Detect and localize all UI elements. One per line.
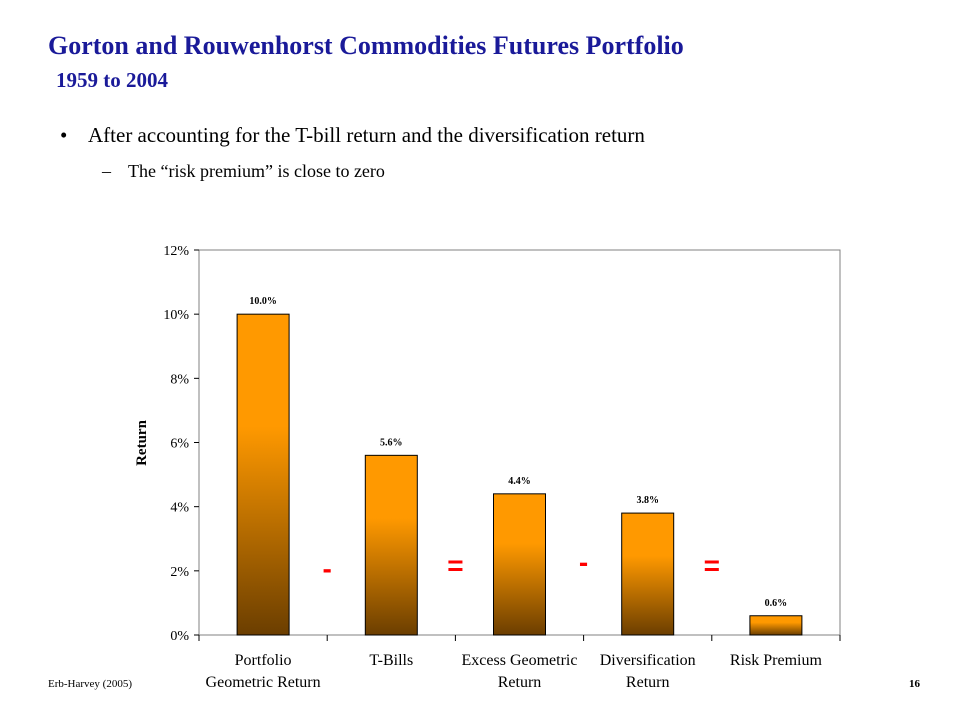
category-label: Portfolio	[235, 652, 292, 669]
y-tick-label: 12%	[163, 244, 189, 259]
sub-bullet-text: The “risk premium” is close to zero	[128, 161, 385, 181]
sub-bullet-symbol: –	[102, 161, 111, 181]
x-axis: Portfolio Geometric Return T-Bills Excess G…	[198, 635, 841, 691]
footer-source: Erb-Harvey (2005)	[48, 678, 132, 690]
data-label: 5.6%	[380, 437, 403, 448]
data-label: 0.6%	[765, 598, 788, 609]
operator-symbol: =	[704, 550, 720, 581]
bullet-symbol: •	[60, 123, 68, 147]
operators: - = - =	[323, 547, 720, 584]
y-tick-label: 4%	[170, 501, 189, 516]
bar	[493, 493, 546, 636]
category-label: Geometric Return	[206, 674, 321, 691]
bar	[236, 313, 290, 636]
data-label: 10.0%	[249, 296, 277, 307]
category-label: Risk Premium	[730, 652, 823, 669]
bar	[621, 512, 675, 636]
y-tick-label: 2%	[170, 565, 189, 580]
data-label: 3.8%	[636, 495, 659, 506]
category-label: Diversification	[600, 652, 696, 669]
bar	[364, 454, 418, 636]
y-tick-label: 10%	[163, 308, 189, 323]
y-axis-label: Return	[134, 419, 150, 465]
y-axis: 0% 2% 4% 6% 8% 10% 12%	[163, 244, 199, 644]
category-label: Return	[626, 674, 670, 691]
slide-title: Gorton and Rouwenhorst Commodities Futur…	[48, 31, 684, 60]
page-number: 16	[909, 678, 920, 690]
operator-symbol: =	[447, 550, 463, 581]
y-tick-label: 0%	[170, 629, 189, 644]
operator-symbol: -	[323, 553, 332, 584]
data-labels: 10.0% 5.6% 4.4% 3.8% 0.6%	[249, 296, 787, 609]
category-label: Excess Geometric	[462, 652, 578, 669]
operator-symbol: -	[579, 547, 588, 578]
y-tick-label: 8%	[170, 372, 189, 387]
category-label: T-Bills	[369, 652, 413, 669]
category-label: Return	[498, 674, 542, 691]
y-tick-label: 6%	[170, 437, 189, 452]
data-label: 4.4%	[508, 476, 531, 487]
bar	[749, 615, 803, 636]
bullet-text: After accounting for the T-bill return a…	[88, 123, 645, 147]
bullet-point: • After accounting for the T-bill return …	[60, 122, 645, 148]
sub-bullet-point: – The “risk premium” is close to zero	[102, 160, 385, 182]
bars	[236, 313, 803, 636]
slide-subtitle: 1959 to 2004	[56, 68, 168, 92]
